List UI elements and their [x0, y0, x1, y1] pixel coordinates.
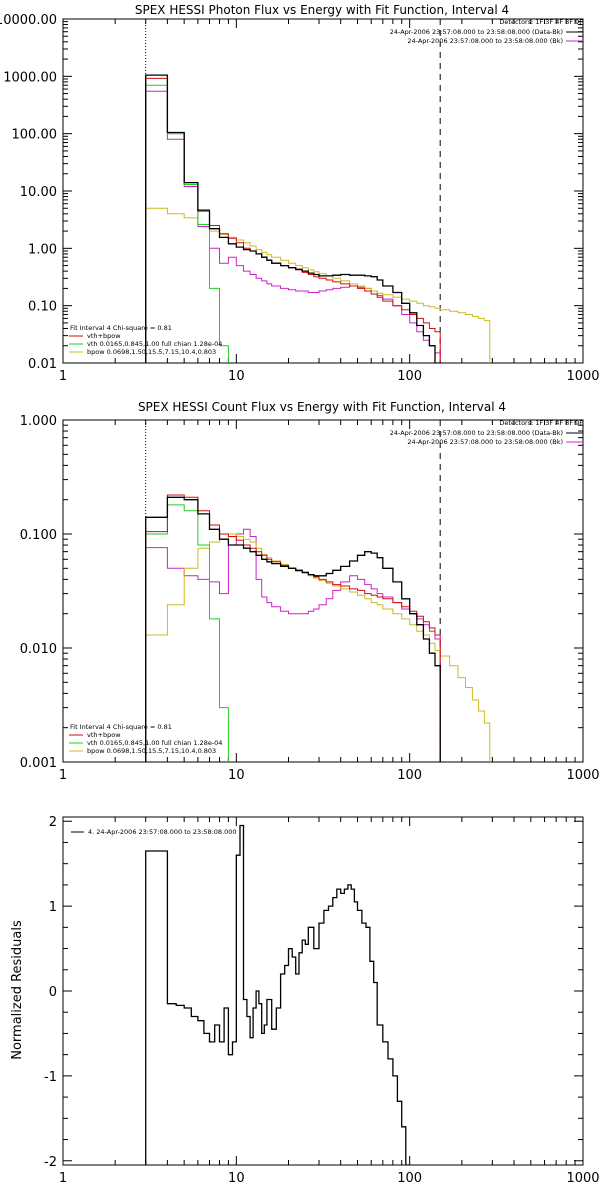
photon-flux-legend-total: vth+bpow: [87, 332, 121, 340]
count-flux-legend-bk: 24-Apr-2006 23:57:08.000 to 23:58:08.000…: [407, 438, 563, 446]
photon-flux-plot-area: 1 10 100 1000 0.01 0.10 1.00 10.00 100.00 1000.00…: [0, 13, 600, 384]
photon-flux-y-tick-label: 10000.00: [0, 13, 57, 28]
count-flux-legend-bpow: bpow 0.0698,1.50,15.5,7.15,10.4,0.803: [87, 747, 216, 755]
residuals-y-tick-label: -2: [44, 1155, 57, 1170]
photon-flux-detectors-label: Detectors: 1F 3F 4F 8F 9F: [499, 18, 583, 26]
residuals-x-tick-label: 1000: [566, 1171, 599, 1186]
photon-flux-y-tick-label: 10.00: [20, 185, 57, 200]
residuals-series-data: [145, 824, 411, 1165]
photon-flux-legend-vth: vth 0.0165,0.845,1.00 full chian 1.28e-0…: [87, 340, 222, 348]
count-flux-y-tick-label: 0.001: [20, 756, 57, 771]
photon-flux-series-data: [145, 74, 441, 363]
photon-flux-legend-bk: 24-Apr-2006 23:57:08.000 to 23:58:08.000…: [407, 37, 563, 45]
photon-flux-x-tick-label: 100: [397, 369, 422, 384]
residuals-panel: Normalized Residuals 1 10 100 1000 -2 -1 0 1 2 4…: [10, 815, 600, 1186]
count-flux-panel: SPEX HESSI Count Flux vs Energy with Fit…: [20, 400, 600, 783]
count-flux-x-tick-label: 1: [59, 768, 67, 783]
count-flux-detectors-label: Detectors: 1F 3F 4F 8F 9F: [499, 419, 583, 427]
photon-flux-x-tick-label: 1000: [566, 369, 599, 384]
count-flux-series-total: [145, 494, 441, 762]
photon-flux-series-bpow: [145, 207, 491, 363]
count-flux-fit-header: Fit Interval 4 Chi-square = 0.81: [70, 723, 172, 731]
count-flux-x-tick-label: 1000: [566, 768, 599, 783]
photon-flux-y-tick-label: 100.00: [12, 128, 58, 143]
photon-flux-panel: SPEX HESSI Photon Flux vs Energy with Fi…: [0, 3, 600, 384]
residuals-x-tick-label: 1: [59, 1171, 67, 1186]
photon-flux-series-group: [145, 74, 491, 363]
residuals-x-tick-label: 100: [397, 1171, 422, 1186]
count-flux-plot-area: 1 10 100 1000 0.001 0.010 0.100 1.000: [20, 414, 600, 783]
count-flux-y-tick-label: 0.010: [20, 642, 57, 657]
count-flux-legend-vth: vth 0.0165,0.845,1.00 full chian 1.28e-0…: [87, 739, 222, 747]
residuals-plot-area: 1 10 100 1000 -2 -1 0 1 2: [44, 815, 600, 1186]
photon-flux-fit-header: Fit Interval 4 Chi-square = 0.81: [70, 324, 172, 332]
photon-flux-y-tick-label: 0.01: [28, 357, 57, 372]
count-flux-y-tick-label: 1.000: [20, 414, 57, 429]
photon-flux-y-tick-label: 1.00: [28, 242, 57, 257]
photon-flux-x-tick-label: 1: [59, 369, 67, 384]
photon-flux-y-tick-label: 0.10: [28, 300, 57, 315]
count-flux-series-group: [145, 494, 491, 762]
residuals-y-axis-label: Normalized Residuals: [10, 920, 25, 1060]
photon-flux-y-tick-label: 1000.00: [3, 70, 57, 85]
count-flux-y-tick-label: 0.100: [20, 528, 57, 543]
count-flux-series-data: [145, 496, 441, 762]
count-flux-series-bk: [145, 528, 441, 762]
photon-flux-series-total: [145, 77, 441, 363]
count-flux-series-vth: [145, 504, 229, 762]
count-flux-legend-total: vth+bpow: [87, 731, 121, 739]
photon-flux-title: SPEX HESSI Photon Flux vs Energy with Fi…: [135, 3, 509, 17]
residuals-legend-text: 4. 24-Apr-2006 23:57:08.000 to 23:58:08.…: [88, 828, 237, 836]
photon-flux-series-bk: [145, 90, 441, 363]
count-flux-legend-data-bk: 24-Apr-2006 23:57:08.000 to 23:58:08.000…: [390, 429, 563, 437]
photon-flux-legend-bpow: bpow 0.0698,1.50,15.5,7.15,10.4,0.803: [87, 348, 216, 356]
count-flux-legend-left: Fit Interval 4 Chi-square = 0.81 vth+bpo…: [69, 723, 222, 755]
count-flux-x-tick-label: 100: [397, 768, 422, 783]
count-flux-legend-right: 24-Apr-2006 23:57:08.000 to 23:58:08.000…: [390, 429, 583, 446]
residuals-y-tick-label: 2: [49, 815, 57, 830]
residuals-x-tick-label: 10: [228, 1171, 245, 1186]
residuals-axes-frame: [62, 816, 584, 1166]
photon-flux-legend-data-bk: 24-Apr-2006 23:57:08.000 to 23:58:08.000…: [390, 28, 563, 36]
photon-flux-axes-frame: [62, 18, 584, 364]
count-flux-x-tick-label: 10: [228, 768, 245, 783]
photon-flux-x-tick-label: 10: [228, 369, 245, 384]
photon-flux-legend-left: Fit Interval 4 Chi-square = 0.81 vth+bpo…: [69, 324, 222, 356]
residuals-y-tick-label: 1: [49, 900, 57, 915]
photon-flux-legend-right: 24-Apr-2006 23:57:08.000 to 23:58:08.000…: [390, 28, 583, 45]
count-flux-axes-frame: [62, 419, 584, 763]
count-flux-title: SPEX HESSI Count Flux vs Energy with Fit…: [138, 400, 506, 414]
residuals-y-tick-label: -1: [44, 1070, 57, 1085]
residuals-series-group: [145, 824, 411, 1165]
residuals-legend: 4. 24-Apr-2006 23:57:08.000 to 23:58:08.…: [71, 828, 237, 836]
residuals-y-tick-label: 0: [49, 985, 57, 1000]
